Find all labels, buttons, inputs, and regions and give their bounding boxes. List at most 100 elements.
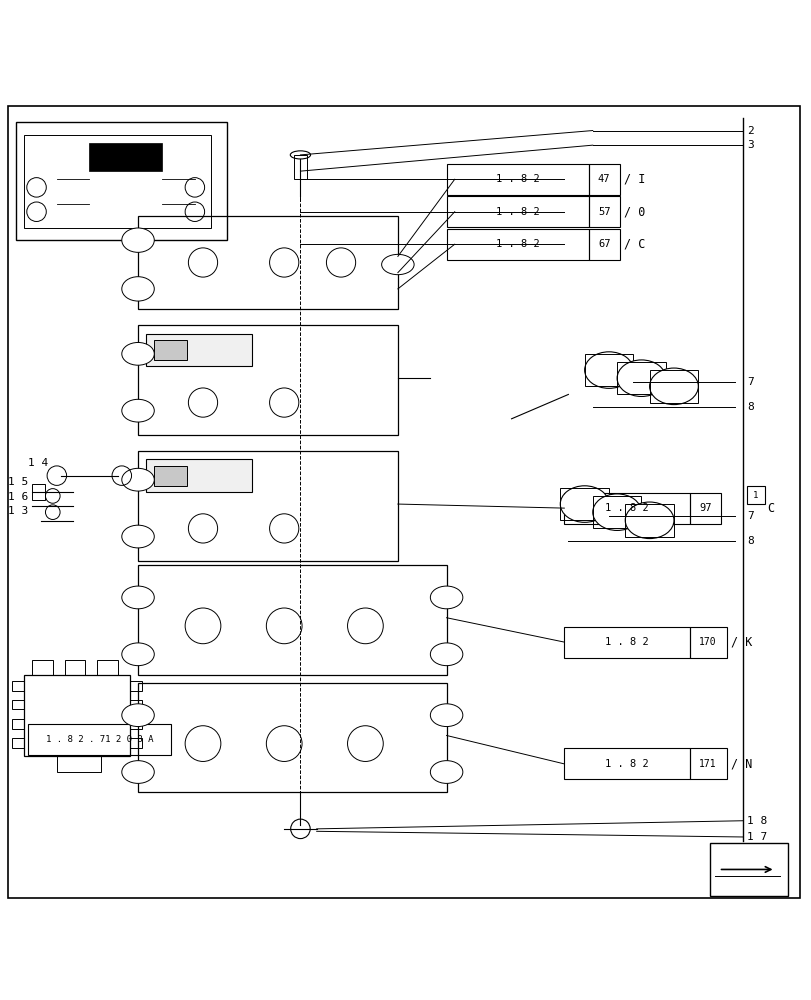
Bar	[146, 334, 251, 366]
Text: 2: 2	[746, 126, 753, 136]
Text: 97: 97	[698, 503, 711, 513]
Bar	[446, 196, 588, 227]
Text: 8: 8	[746, 402, 753, 412]
Text: 171: 171	[698, 759, 716, 769]
Bar	[138, 325, 397, 435]
Bar	[138, 565, 446, 675]
Bar	[689, 493, 720, 524]
Text: / N: / N	[730, 757, 751, 770]
Text: 7: 7	[746, 377, 753, 387]
Bar	[154, 466, 187, 486]
Text: 1 8: 1 8	[746, 816, 766, 826]
Text: 1 . 8 2 . 71 2 0 3 A: 1 . 8 2 . 71 2 0 3 A	[45, 735, 153, 744]
Bar	[146, 459, 251, 492]
Bar	[616, 362, 665, 394]
Ellipse shape	[122, 468, 154, 491]
Bar	[32, 484, 45, 500]
Bar	[689, 748, 726, 779]
Text: 1 . 8 2: 1 . 8 2	[496, 207, 539, 217]
Text: C: C	[766, 502, 774, 515]
Bar	[446, 164, 588, 195]
Text: 1 3: 1 3	[8, 506, 28, 516]
Ellipse shape	[430, 704, 462, 727]
Ellipse shape	[560, 486, 608, 522]
Text: 67: 67	[597, 239, 610, 249]
Bar	[130, 700, 142, 709]
Bar	[560, 488, 608, 520]
Text: 1 7: 1 7	[746, 832, 766, 842]
Ellipse shape	[122, 761, 154, 783]
Ellipse shape	[122, 525, 154, 548]
Bar	[28, 724, 170, 755]
Bar	[32, 660, 53, 675]
Bar	[97, 660, 118, 675]
Bar	[746, 486, 764, 504]
Ellipse shape	[616, 360, 665, 396]
Bar	[294, 155, 307, 179]
Bar	[564, 748, 689, 779]
Text: 1: 1	[753, 491, 757, 500]
Bar	[12, 738, 24, 748]
Ellipse shape	[122, 586, 154, 609]
Bar	[564, 493, 689, 524]
Ellipse shape	[592, 494, 641, 530]
Bar	[592, 496, 641, 528]
Bar	[564, 627, 689, 658]
Ellipse shape	[122, 228, 154, 252]
Text: 8: 8	[746, 536, 753, 546]
Bar	[710, 843, 787, 896]
Text: / K: / K	[730, 636, 751, 649]
Bar	[138, 683, 446, 792]
Text: / C: / C	[623, 238, 644, 251]
Ellipse shape	[122, 704, 154, 727]
Bar	[24, 135, 211, 228]
Text: / 0: / 0	[623, 205, 644, 218]
Bar	[12, 681, 24, 691]
Bar	[446, 229, 588, 260]
Bar	[624, 504, 673, 537]
Ellipse shape	[122, 342, 154, 365]
Text: / I: / I	[623, 173, 644, 186]
Bar	[588, 229, 619, 260]
Text: 1 . 8 2: 1 . 8 2	[496, 174, 539, 184]
Text: 1 . 8 2: 1 . 8 2	[605, 759, 648, 769]
Ellipse shape	[381, 254, 414, 275]
Text: 1 4: 1 4	[28, 458, 49, 468]
Bar	[130, 719, 142, 729]
Ellipse shape	[122, 277, 154, 301]
Ellipse shape	[122, 399, 154, 422]
Text: 47: 47	[597, 174, 610, 184]
Text: 7: 7	[746, 511, 753, 521]
Bar	[12, 700, 24, 709]
Ellipse shape	[430, 586, 462, 609]
Bar	[65, 660, 85, 675]
Text: 57: 57	[597, 207, 610, 217]
Bar	[24, 675, 130, 756]
Bar	[588, 196, 619, 227]
Bar	[689, 627, 726, 658]
Bar	[584, 354, 633, 386]
Ellipse shape	[430, 761, 462, 783]
Bar	[154, 340, 187, 360]
Text: 1 6: 1 6	[8, 492, 28, 502]
Bar	[649, 370, 697, 403]
Bar	[130, 738, 142, 748]
Bar	[89, 143, 162, 171]
Bar	[138, 451, 397, 561]
Bar	[588, 164, 619, 195]
Ellipse shape	[649, 368, 697, 405]
Bar	[138, 216, 397, 309]
Ellipse shape	[624, 502, 673, 539]
Text: 1 5: 1 5	[8, 477, 28, 487]
Bar	[57, 756, 101, 772]
Ellipse shape	[122, 643, 154, 666]
Text: 170: 170	[698, 637, 716, 647]
Text: 1 . 8 2: 1 . 8 2	[496, 239, 539, 249]
Ellipse shape	[430, 643, 462, 666]
Bar	[130, 681, 142, 691]
Bar	[12, 719, 24, 729]
Bar	[16, 122, 227, 240]
Text: 3: 3	[746, 140, 753, 150]
Ellipse shape	[584, 352, 633, 388]
Text: 1 . 8 2: 1 . 8 2	[605, 503, 648, 513]
